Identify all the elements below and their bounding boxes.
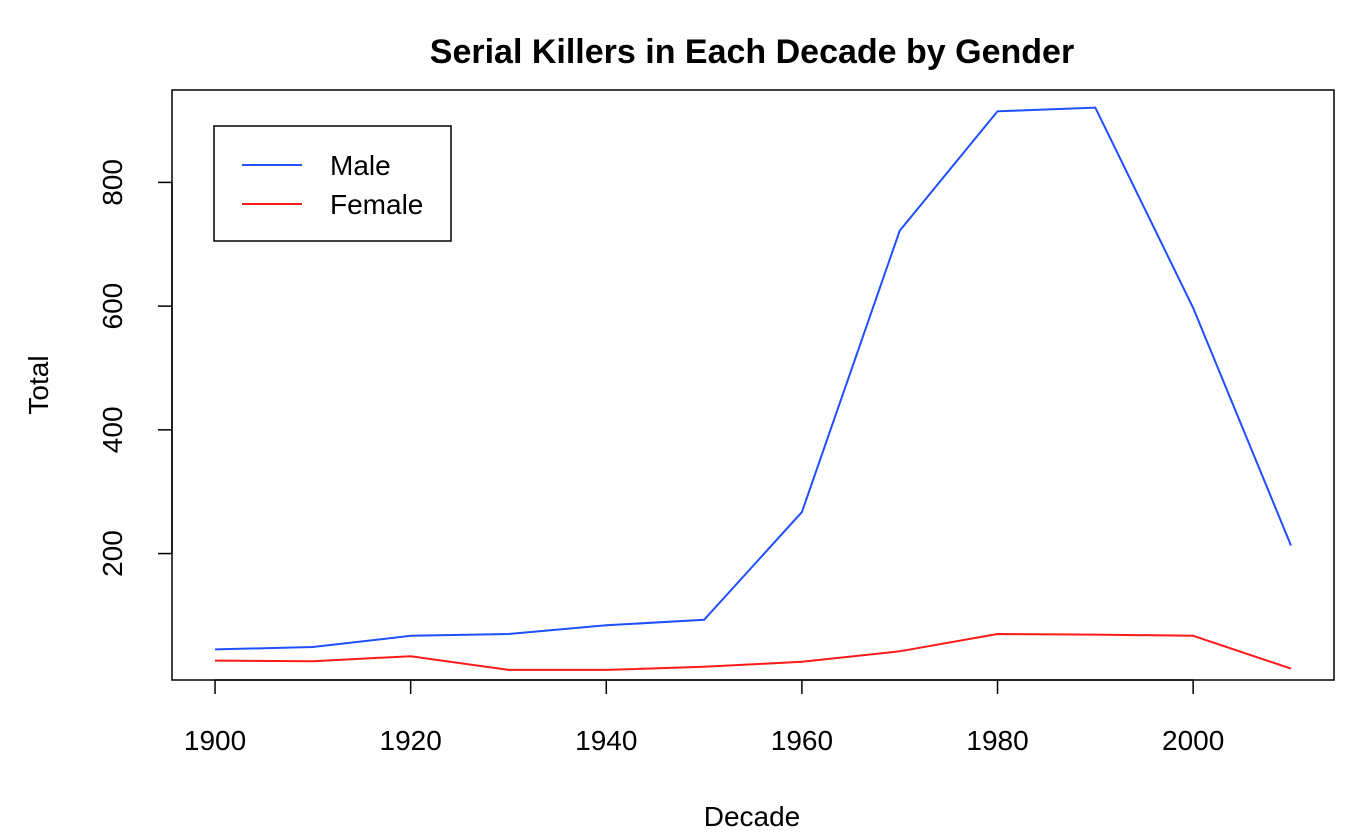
series-line-male xyxy=(214,106,1292,651)
legend-label-female: Female xyxy=(330,189,423,220)
y-axis: 200 400 600 800 xyxy=(97,159,173,577)
legend-box xyxy=(213,125,452,242)
chart-title: Serial Killers in Each Decade by Gender xyxy=(430,33,1074,71)
x-tick-label: 1960 xyxy=(771,725,833,756)
series-line-female xyxy=(214,632,1292,671)
x-tick-label: 1920 xyxy=(380,725,442,756)
legend: Male Female xyxy=(213,125,452,242)
x-tick-label: 1900 xyxy=(184,725,246,756)
y-axis-label: Total xyxy=(23,355,54,414)
y-tick-label: 200 xyxy=(97,530,128,577)
x-tick-label: 1980 xyxy=(966,725,1028,756)
x-axis: 1900 1920 1940 1960 1980 2000 xyxy=(184,679,1224,756)
y-tick-label: 800 xyxy=(97,159,128,206)
y-tick-label: 400 xyxy=(97,406,128,453)
x-tick-label: 1940 xyxy=(575,725,637,756)
legend-label-male: Male xyxy=(330,150,391,181)
series-lines xyxy=(214,106,1292,671)
x-axis-label: Decade xyxy=(704,801,801,832)
y-tick-label: 600 xyxy=(97,283,128,330)
x-tick-label: 2000 xyxy=(1162,725,1224,756)
